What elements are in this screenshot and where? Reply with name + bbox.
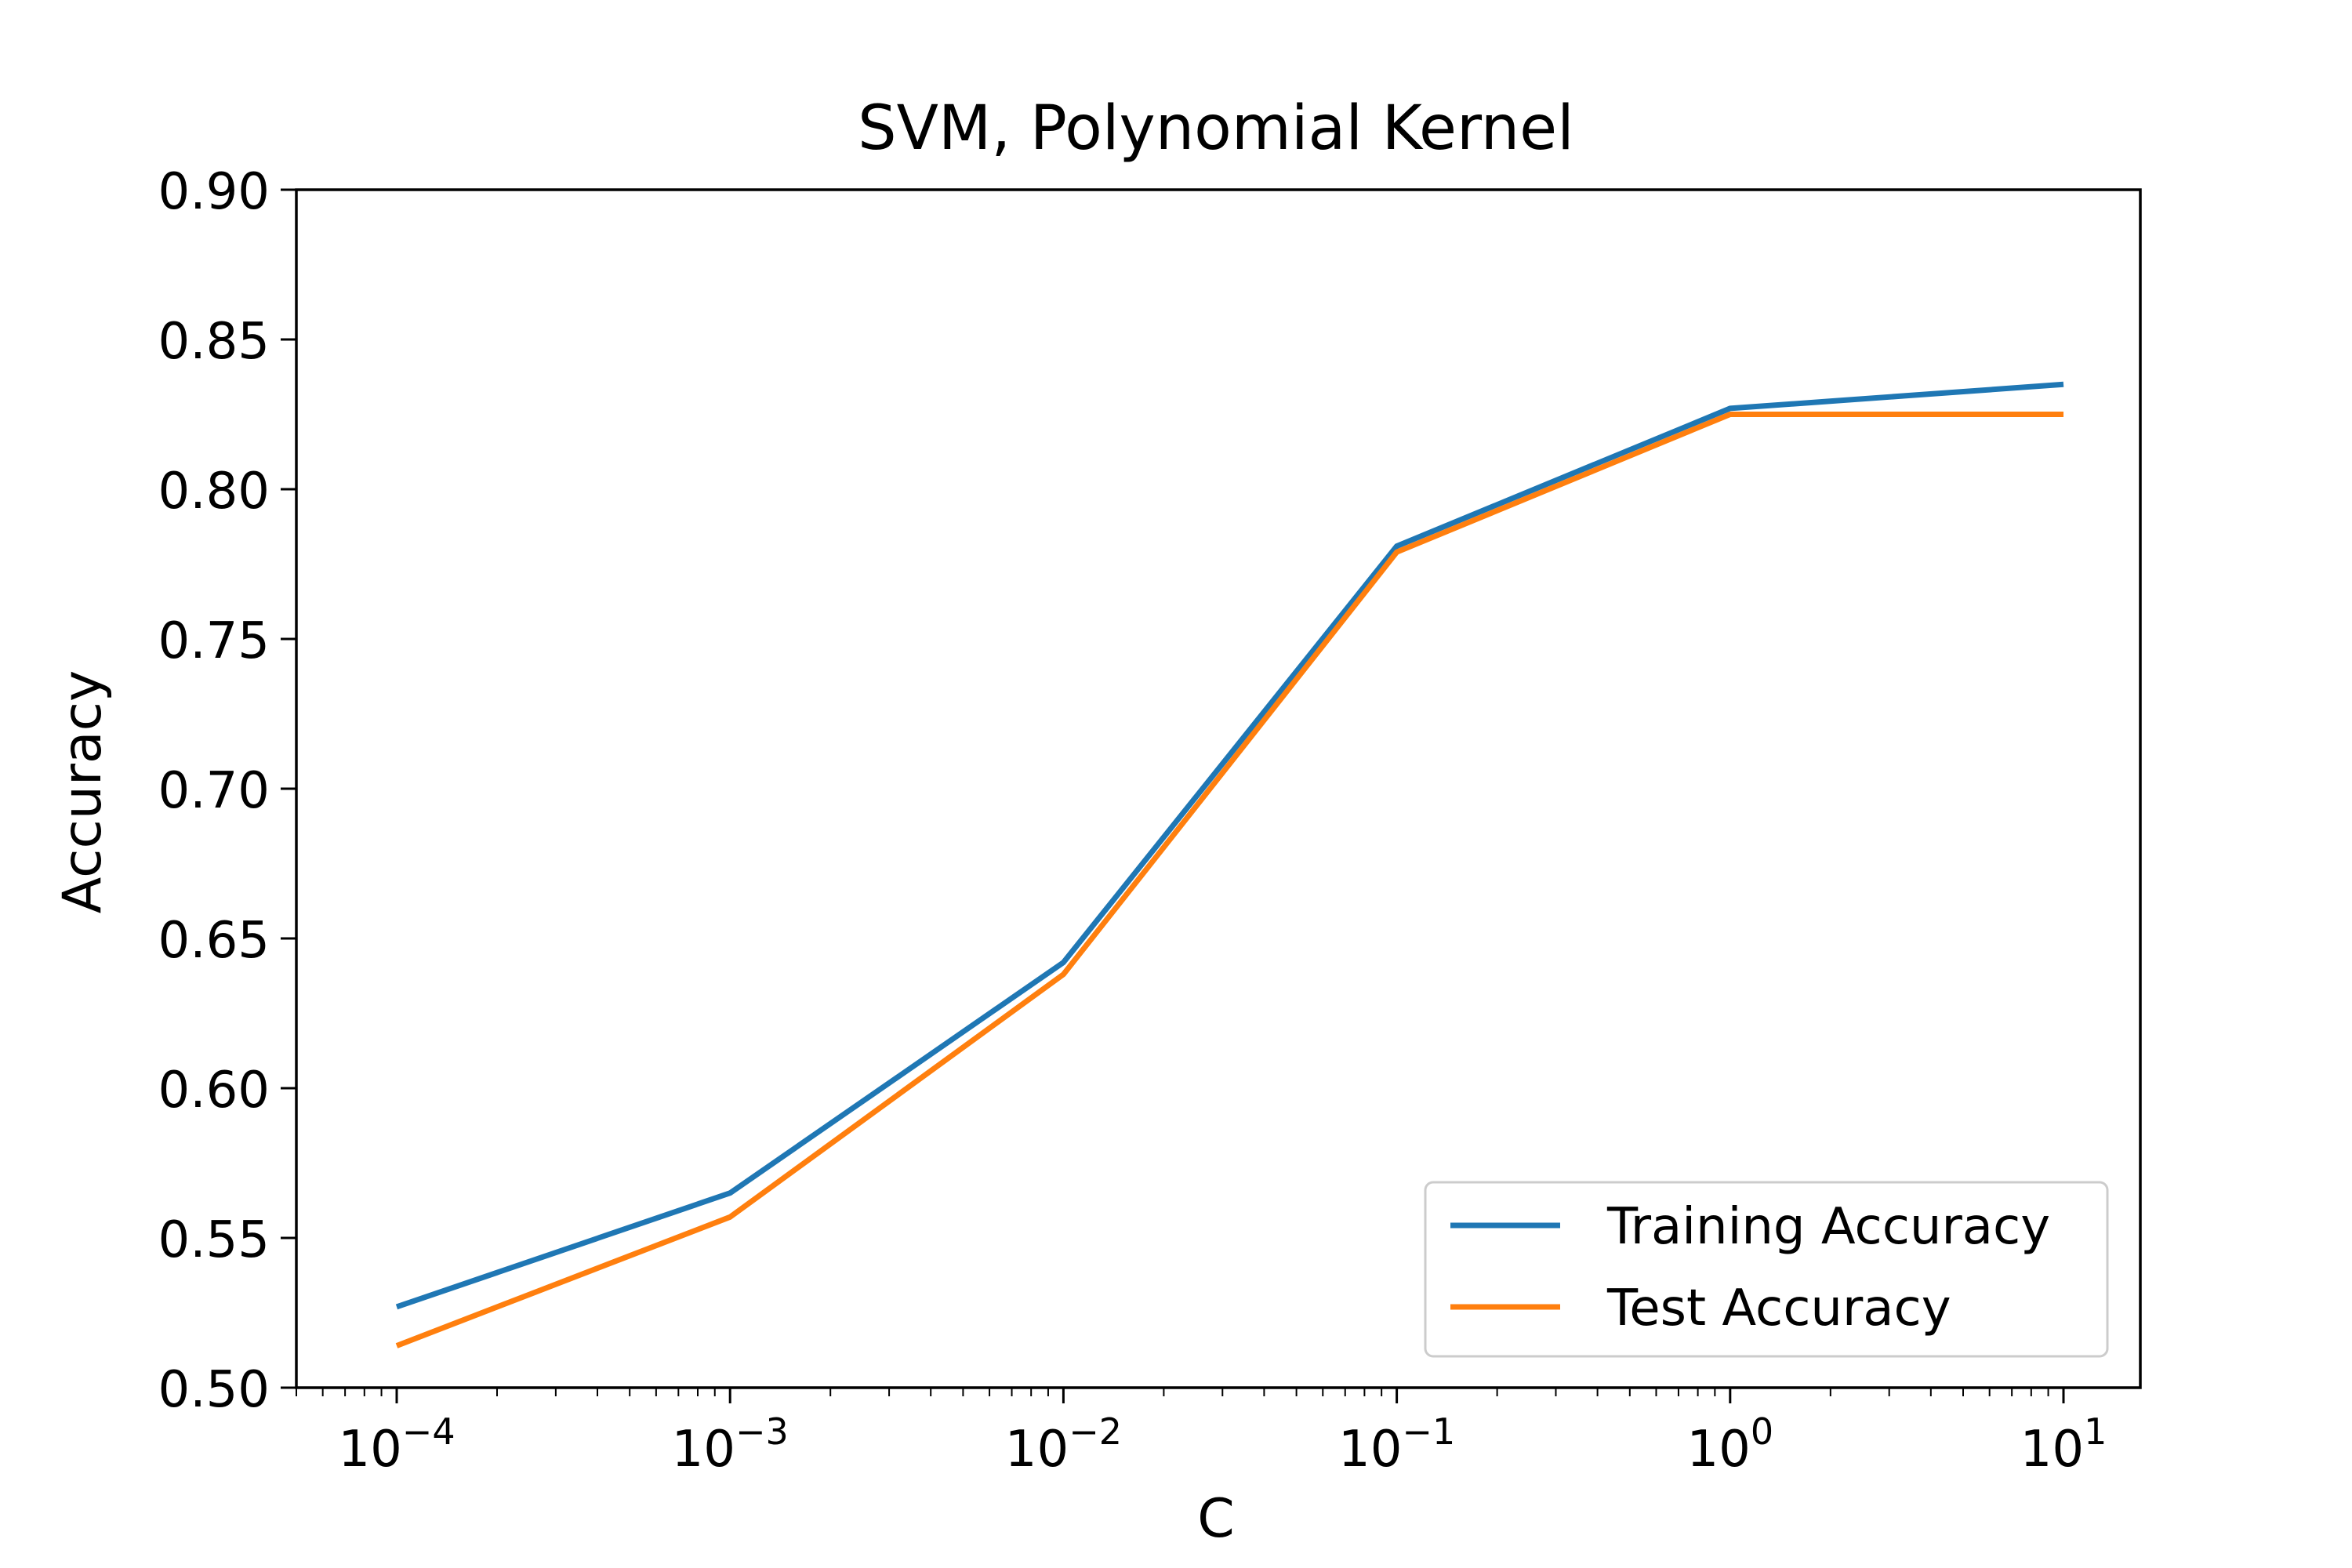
legend-box [1424,1181,2109,1358]
legend-label: Training Accuracy [1606,1198,2050,1256]
y-tick-label: 0.55 [158,1211,270,1269]
y-tick-label: 0.80 [158,463,270,521]
plot-area: 0.50 0.55 0.60 0.65 0.70 0.75 0.80 0.85 0.90 10−4… [158,163,2142,1479]
x-tick-label: 101 [2020,1410,2107,1479]
y-tick-label: 0.65 [158,912,270,970]
y-tick-label: 0.50 [158,1361,270,1419]
chart-title: SVM, Polynomial Kernel [858,93,1574,164]
y-tick-label: 0.90 [158,163,270,221]
y-tick-label: 0.60 [158,1062,270,1120]
y-tick-label: 0.70 [158,762,270,820]
x-tick-label: 10−2 [1005,1410,1122,1479]
y-axis-label: Accuracy [52,670,114,913]
legend: Training Accuracy Test Accuracy [1424,1181,2109,1358]
y-tick-label: 0.85 [158,313,270,371]
x-tick-label: 100 [1686,1410,1773,1479]
x-tick-label: 10−3 [672,1410,789,1479]
x-tick-label: 10−1 [1338,1410,1455,1479]
x-axis-label: C [1197,1488,1234,1550]
series-line [395,412,2063,1348]
y-tick-label: 0.75 [158,612,270,670]
legend-label: Test Accuracy [1606,1279,1951,1338]
series-line [395,381,2064,1310]
axes-frame [295,188,2142,1389]
x-tick-label: 10−4 [338,1410,455,1479]
